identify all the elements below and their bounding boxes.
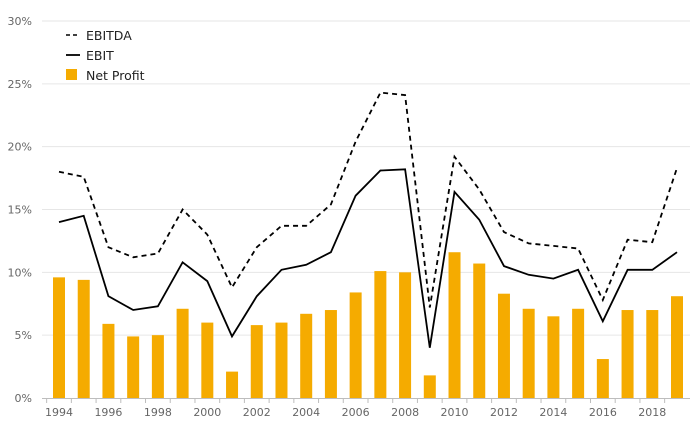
x-tick-label: 2004	[292, 406, 320, 419]
y-tick-label: 30%	[8, 15, 32, 28]
net-profit-bar	[127, 336, 140, 398]
x-axis	[42, 398, 690, 403]
legend-net-profit-label: Net Profit	[86, 68, 145, 83]
net-profit-bar	[226, 371, 239, 398]
net-profit-bar	[201, 322, 214, 398]
net-profit-bar	[448, 252, 461, 398]
series-lines	[58, 91, 678, 348]
net-profit-bar	[151, 335, 164, 398]
net-profit-bar	[621, 310, 634, 398]
x-tick-label: 1994	[45, 406, 73, 419]
net-profit-bar	[423, 375, 436, 398]
net-profit-bar	[522, 308, 535, 398]
x-tick-label: 1996	[94, 406, 122, 419]
net-profit-bar	[53, 277, 65, 398]
net-profit-bar	[572, 308, 585, 398]
y-axis-tick-labels: 0% 5% 10% 15% 20% 25% 30%	[8, 15, 32, 405]
x-tick-label: 2018	[638, 406, 666, 419]
legend-ebit-label: EBIT	[86, 48, 114, 63]
y-tick-label: 15%	[8, 204, 32, 217]
x-tick-label: 1998	[144, 406, 172, 419]
net-profit-bar	[646, 310, 659, 398]
y-tick-label: 10%	[8, 266, 32, 279]
net-profit-bar	[176, 308, 189, 398]
x-axis-tick-labels: 1994 1996 1998 2000 2002 2004 2006 2008 2010 2012…	[45, 406, 666, 419]
x-tick-label: 2000	[193, 406, 221, 419]
net-profit-bar	[473, 263, 486, 398]
y-tick-label: 0%	[15, 392, 32, 405]
x-tick-label: 2002	[243, 406, 271, 419]
net-profit-bar	[324, 310, 337, 398]
net-profit-bar	[349, 292, 362, 398]
net-profit-bar	[77, 279, 90, 398]
x-tick-label: 2014	[539, 406, 567, 419]
net-profit-bar	[399, 272, 412, 398]
x-tick-label: 2006	[342, 406, 370, 419]
legend: EBITDA EBIT Net Profit	[66, 28, 145, 83]
net-profit-bar	[596, 359, 609, 398]
legend-ebitda-label: EBITDA	[86, 28, 132, 43]
legend-net-profit-swatch	[66, 69, 77, 80]
net-profit-bar	[102, 323, 115, 398]
x-tick-label: 2008	[391, 406, 419, 419]
net-profit-bar	[250, 325, 263, 398]
net-profit-bar	[497, 293, 510, 398]
net-profit-bar	[671, 296, 683, 398]
y-tick-label: 20%	[8, 141, 32, 154]
net-profit-bars	[53, 252, 683, 398]
x-tick-label: 2010	[441, 406, 469, 419]
ebit-line	[58, 168, 678, 348]
ebitda-line	[58, 91, 678, 308]
x-tick-label: 2016	[589, 406, 617, 419]
net-profit-bar	[300, 313, 313, 398]
net-profit-bar	[547, 316, 560, 398]
x-tick-label: 2012	[490, 406, 518, 419]
y-tick-label: 25%	[8, 78, 32, 91]
net-profit-bar	[275, 322, 288, 398]
y-tick-label: 5%	[15, 329, 32, 342]
net-profit-bar	[374, 271, 387, 398]
